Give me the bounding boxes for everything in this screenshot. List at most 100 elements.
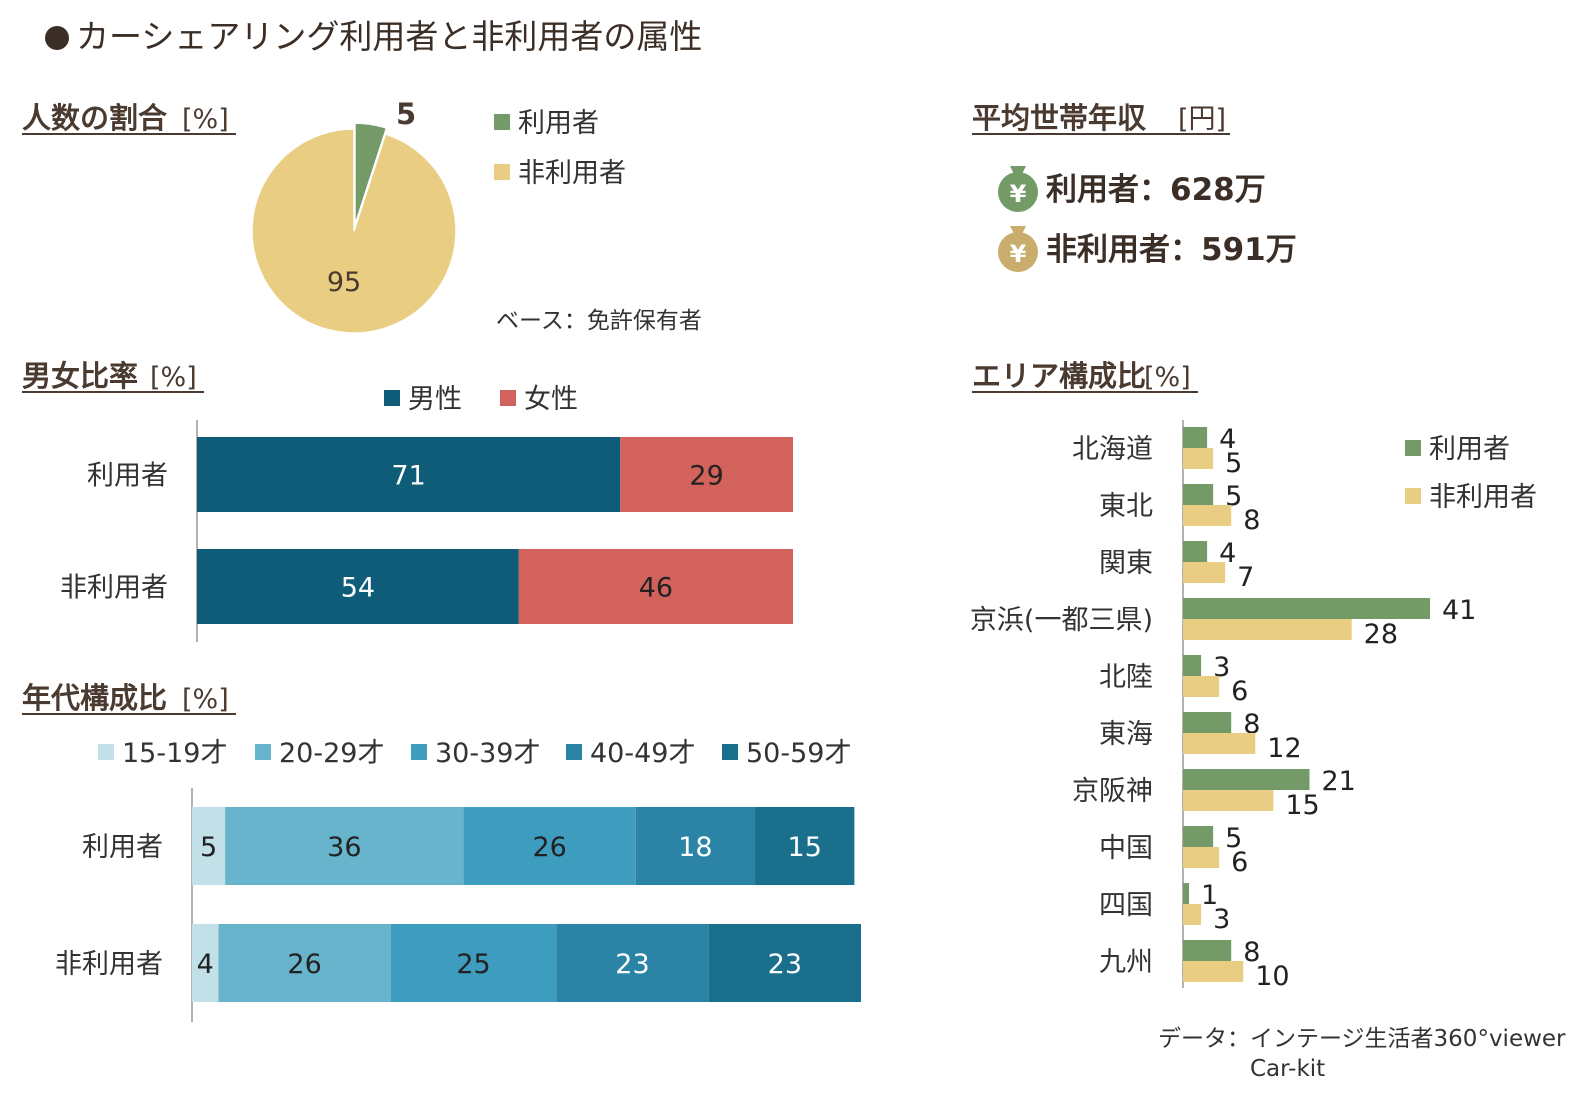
age-legend-swatch-4 bbox=[722, 744, 738, 760]
nonuser-income-text: 非利用者：591万 bbox=[1046, 232, 1297, 268]
area-value-label-1-0: 5 bbox=[1225, 481, 1242, 512]
area-category-label-1: 東北 bbox=[1099, 491, 1153, 522]
area-value-label-2-1: 7 bbox=[1237, 562, 1254, 593]
pie-legend-swatch-0 bbox=[494, 114, 510, 130]
area-category-label-7: 中国 bbox=[1099, 833, 1153, 864]
source-note-line-1: データ：インテージ生活者360°viewer bbox=[1158, 1026, 1566, 1052]
age-bar-1-2 bbox=[390, 924, 557, 1002]
nonuser-moneybag-icon: ¥ bbox=[998, 226, 1038, 272]
gender-category-label-0: 利用者 bbox=[87, 461, 168, 492]
age-section-unit: [%] bbox=[182, 684, 229, 715]
gender-section-title: 男女比率 bbox=[22, 359, 138, 393]
age-category-label-0: 利用者 bbox=[82, 832, 163, 863]
share-pie-chart: 5 95 bbox=[251, 97, 457, 334]
area-legend-swatch-1 bbox=[1405, 488, 1421, 504]
age-bar-1-3 bbox=[556, 924, 709, 1002]
pie-legend-label-1: 非利用者 bbox=[518, 158, 626, 189]
age-legend-swatch-2 bbox=[411, 744, 427, 760]
area-category-label-5: 東海 bbox=[1099, 719, 1153, 750]
area-value-label-3-1: 28 bbox=[1364, 619, 1398, 650]
area-bar-4-1 bbox=[1183, 676, 1220, 697]
area-value-label-9-1: 10 bbox=[1255, 961, 1289, 992]
age-value-label-1-1: 26 bbox=[287, 949, 321, 980]
area-value-label-1-1: 8 bbox=[1243, 505, 1260, 536]
area-category-label-9: 九州 bbox=[1099, 947, 1153, 978]
area-bar-5-0 bbox=[1183, 712, 1232, 733]
area-bar-1-0 bbox=[1183, 484, 1214, 505]
age-bar-0-4 bbox=[755, 807, 855, 885]
area-bar-3-0 bbox=[1183, 598, 1430, 619]
age-legend-label-3: 40-49才 bbox=[590, 738, 695, 769]
svg-text:¥: ¥ bbox=[1010, 240, 1027, 268]
gender-legend: 男性 女性 bbox=[384, 384, 578, 415]
area-bar-8-0 bbox=[1183, 883, 1190, 904]
area-value-label-6-1: 15 bbox=[1285, 790, 1319, 821]
area-bar-0-0 bbox=[1183, 427, 1208, 448]
age-value-label-1-4: 23 bbox=[768, 949, 802, 980]
pie-legend-swatch-1 bbox=[494, 164, 510, 180]
source-note-line-2: Car-kit bbox=[1250, 1056, 1325, 1082]
area-value-label-9-0: 8 bbox=[1243, 937, 1260, 968]
gender-value-label-1-0: 54 bbox=[341, 573, 375, 604]
gender-bar-chart: 利用者 71 29 非利用者 54 46 bbox=[60, 420, 793, 642]
area-value-label-7-0: 5 bbox=[1225, 823, 1242, 854]
age-legend-label-0: 15-19才 bbox=[122, 738, 227, 769]
area-value-label-8-1: 3 bbox=[1213, 904, 1230, 935]
area-bar-4-0 bbox=[1183, 655, 1202, 676]
gender-bar-1-0 bbox=[197, 549, 519, 624]
area-section-title: エリア構成比 bbox=[972, 359, 1146, 393]
gender-value-label-1-1: 46 bbox=[639, 573, 673, 604]
age-legend-label-2: 30-39才 bbox=[435, 738, 540, 769]
age-value-label-0-4: 15 bbox=[788, 832, 822, 863]
age-bar-0-3 bbox=[635, 807, 756, 885]
area-category-label-8: 四国 bbox=[1099, 890, 1153, 921]
age-bar-0-0 bbox=[192, 807, 226, 885]
age-legend-swatch-1 bbox=[255, 744, 271, 760]
area-bar-5-1 bbox=[1183, 733, 1256, 754]
area-value-label-4-1: 6 bbox=[1231, 676, 1248, 707]
age-bar-1-1 bbox=[218, 924, 391, 1002]
age-bar-1-4 bbox=[708, 924, 861, 1002]
gender-legend-label-1: 女性 bbox=[524, 384, 578, 415]
area-section-unit: [%] bbox=[1144, 362, 1191, 393]
gender-legend-swatch-1 bbox=[500, 390, 516, 406]
title-bullet-icon bbox=[45, 26, 69, 50]
age-value-label-0-1: 36 bbox=[327, 832, 361, 863]
pie-slice-nonuser bbox=[251, 128, 457, 334]
gender-bar-0-1 bbox=[620, 437, 793, 512]
gender-section: 男女比率 [%] 男性 女性 利用者 71 29 非利用者 54 46 bbox=[22, 359, 793, 642]
user-moneybag-icon: ¥ bbox=[998, 166, 1038, 212]
gender-value-label-0-1: 29 bbox=[689, 461, 723, 492]
area-value-label-7-1: 6 bbox=[1231, 847, 1248, 878]
area-bar-2-0 bbox=[1183, 541, 1208, 562]
age-section: 年代構成比 [%] 15-19才 20-29才 30-39才 40-49才 50-59才… bbox=[22, 681, 861, 1022]
age-value-label-0-3: 18 bbox=[678, 832, 712, 863]
area-bar-8-1 bbox=[1183, 904, 1202, 925]
pie-legend-label-0: 利用者 bbox=[518, 108, 599, 139]
area-value-label-0-0: 4 bbox=[1219, 424, 1236, 455]
age-bar-1-0 bbox=[192, 924, 219, 1002]
gender-category-label-1: 非利用者 bbox=[60, 573, 168, 604]
pie-base-note: ベース：免許保有者 bbox=[496, 308, 702, 334]
svg-text:¥: ¥ bbox=[1010, 180, 1027, 208]
area-value-label-3-0: 41 bbox=[1442, 595, 1476, 626]
income-section: 平均世帯年収 [円] ¥ 利用者：628万 ¥ 非利用者：591万 bbox=[972, 101, 1297, 272]
age-bar-0-2 bbox=[463, 807, 636, 885]
page-title: カーシェアリング利用者と非利用者の属性 bbox=[76, 17, 702, 56]
age-section-title: 年代構成比 bbox=[22, 681, 167, 715]
age-value-label-1-3: 23 bbox=[615, 949, 649, 980]
income-section-title: 平均世帯年収 bbox=[972, 101, 1147, 135]
age-bar-0-1 bbox=[225, 807, 464, 885]
age-legend-swatch-0 bbox=[98, 744, 114, 760]
age-value-label-0-2: 26 bbox=[533, 832, 567, 863]
area-legend-swatch-0 bbox=[1405, 440, 1421, 456]
income-section-unit: [円] bbox=[1178, 104, 1226, 135]
pie-label-nonuser: 95 bbox=[327, 267, 361, 298]
area-category-label-0: 北海道 bbox=[1072, 434, 1153, 465]
